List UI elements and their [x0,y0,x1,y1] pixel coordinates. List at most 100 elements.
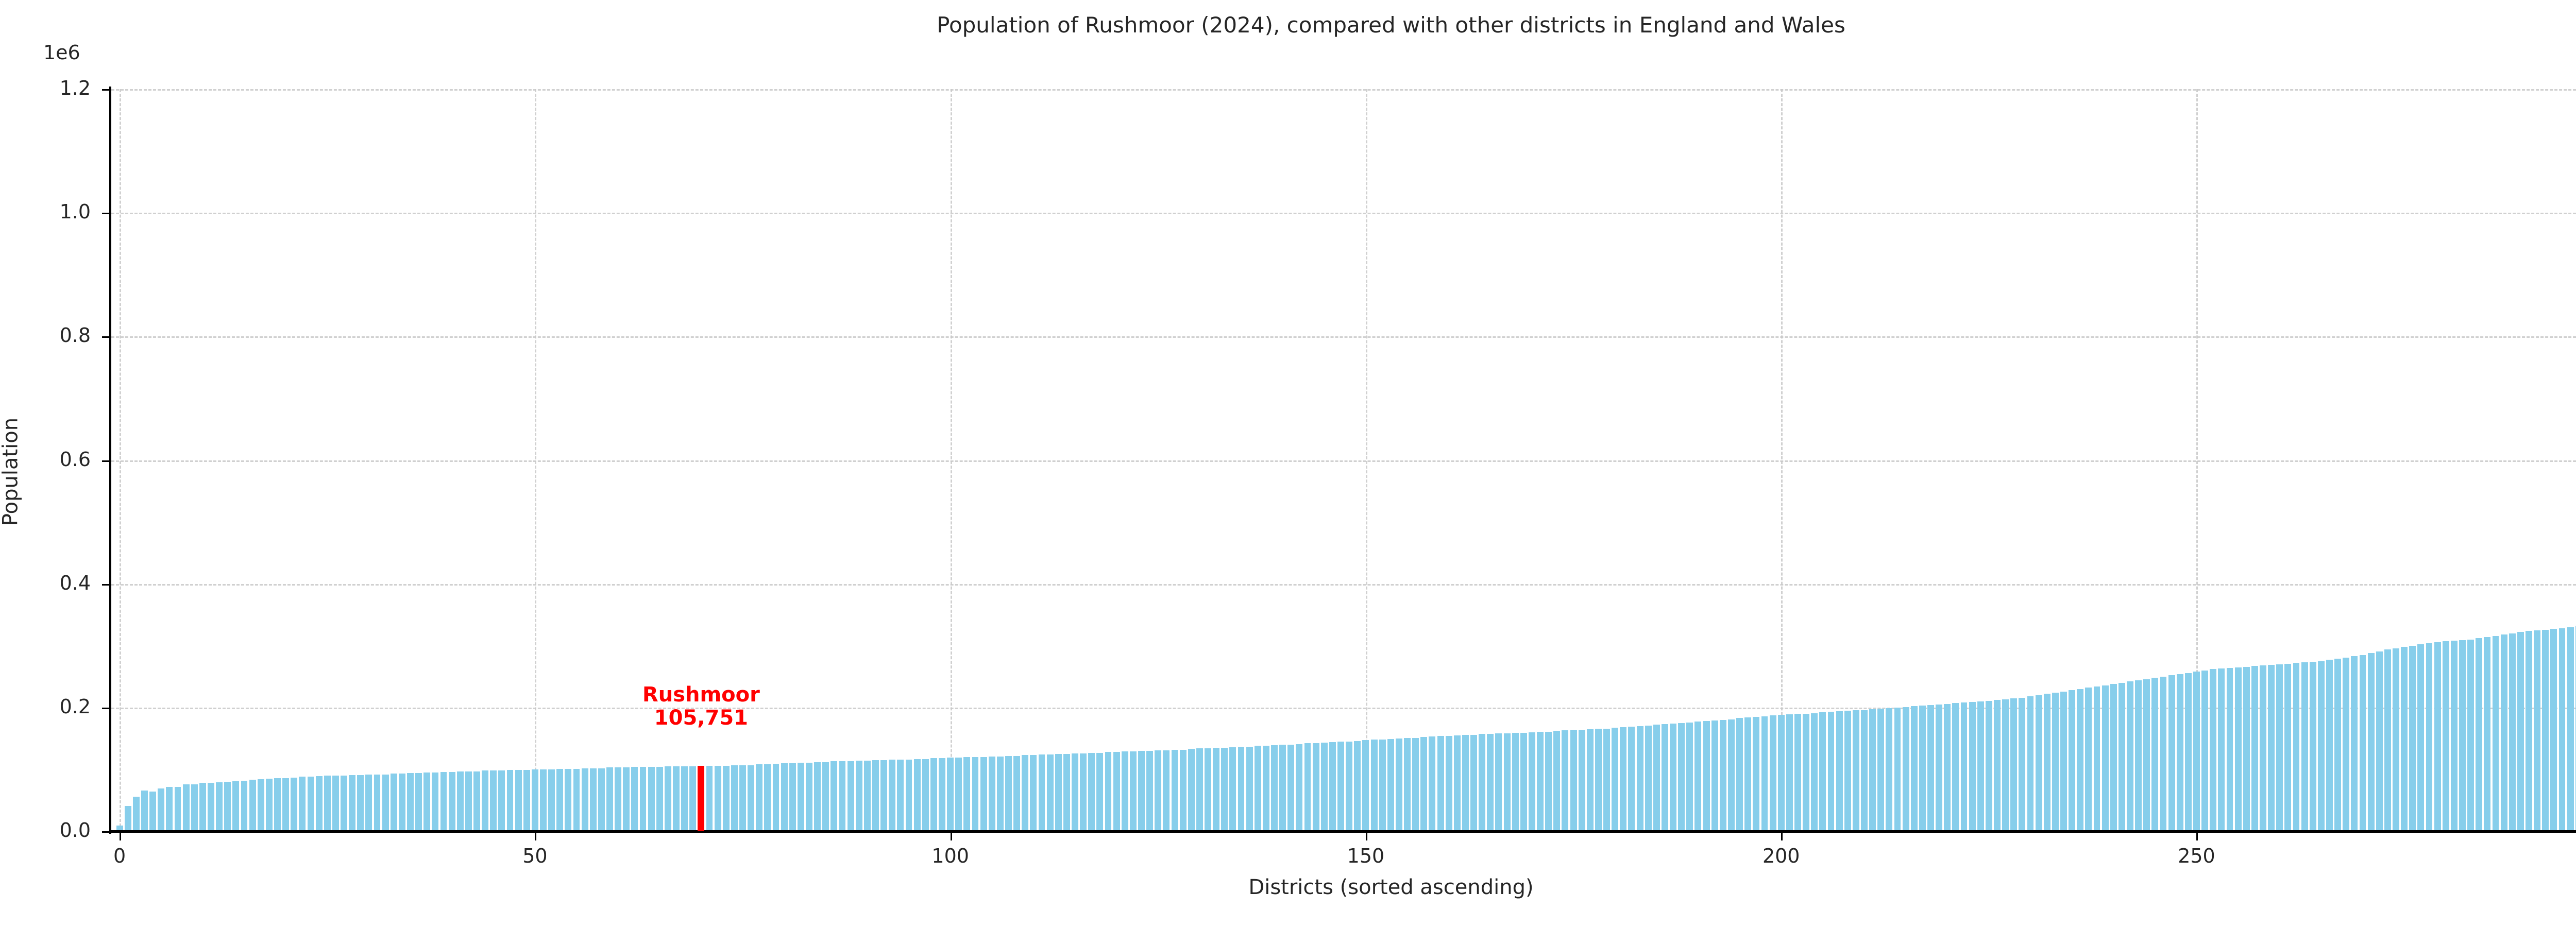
bar [963,757,971,831]
bar [1661,724,1668,831]
bar [581,768,588,831]
annotation-population-value: 105,751 [654,706,748,730]
bar [1487,734,1494,831]
bar [2534,630,2541,831]
bar [498,770,505,831]
bar [1877,709,1885,831]
bar [2102,685,2109,831]
y-axis-tick-label: 0.6 [59,448,91,471]
bar [2459,640,2466,831]
bar [398,774,405,831]
bar [2251,666,2258,831]
bar [2127,681,2133,831]
bar [515,770,522,831]
bar [1296,744,1303,831]
y-axis-tick-label: 0.8 [59,324,91,347]
bar [1645,725,1652,831]
bar [1711,720,1718,831]
bar [548,769,555,831]
bar [748,765,755,831]
bar [1512,733,1519,831]
bar [1205,748,1211,831]
bar [1146,750,1154,831]
highlight-annotation: Rushmoor 105,751 [642,683,760,730]
bar [722,765,730,831]
bar [1869,709,1876,831]
bar [764,764,771,831]
bar [2467,639,2475,831]
bar [1453,735,1461,831]
bar [2151,678,2159,831]
bar [2326,660,2333,831]
bar [2343,657,2350,831]
bar [2052,693,2059,831]
bar [1213,747,1220,831]
y-axis-tick-label: 0.0 [59,819,91,842]
bar [639,767,647,831]
bar [506,770,514,831]
bar [2301,662,2308,831]
bar [1678,723,1685,831]
bar [1046,754,1054,831]
bar [2243,666,2250,831]
y-axis-label: Population [0,417,23,526]
bar [1827,712,1835,831]
bar [1653,725,1660,831]
bar [2376,651,2383,831]
bar [1437,736,1444,831]
bar [1479,734,1486,831]
bar [1612,728,1619,831]
grid-line-horizontal [111,336,2576,338]
bar [939,758,945,831]
bar [265,778,273,831]
bar [2226,667,2233,831]
bar [423,772,431,831]
bar [448,771,455,831]
bar [1844,710,1851,831]
bar [2093,686,2100,831]
bar [2367,653,2375,831]
x-axis-tick-label: 250 [2178,845,2215,867]
x-axis-tick-mark [2196,833,2198,840]
x-axis-spine [109,830,2576,833]
bar [930,758,937,831]
bar [889,759,896,831]
bar [1171,749,1178,831]
y-axis-tick-mark [102,831,109,833]
bar [1113,752,1120,831]
bar [1412,737,1419,831]
y-axis-tick-label: 0.4 [59,571,91,594]
bar [556,768,564,831]
bar [1179,749,1187,831]
bar [1254,746,1261,831]
bar [1728,719,1735,831]
y-axis-tick-mark [102,583,109,586]
bar [781,763,788,831]
bar [1777,715,1785,831]
bar [2176,674,2183,831]
bar [913,759,921,831]
bar [2334,658,2342,831]
bar [1445,736,1452,831]
bar [2019,697,2026,831]
bar [2509,633,2516,831]
bar [1462,734,1469,831]
bar [216,782,223,831]
bar [598,768,605,831]
grid-line-vertical [950,89,952,831]
bar [440,771,447,831]
bar [1105,752,1112,831]
bar [1013,756,1021,831]
bar [1819,712,1826,831]
bar [1910,706,1918,831]
bar [606,767,613,831]
bar [2359,655,2366,831]
bar [1238,746,1245,831]
bar [1545,731,1552,831]
bar [2558,628,2566,831]
bar [2160,676,2167,831]
bar [1404,737,1411,831]
bar [2234,667,2242,831]
bar [2268,664,2275,831]
bar [490,770,497,831]
